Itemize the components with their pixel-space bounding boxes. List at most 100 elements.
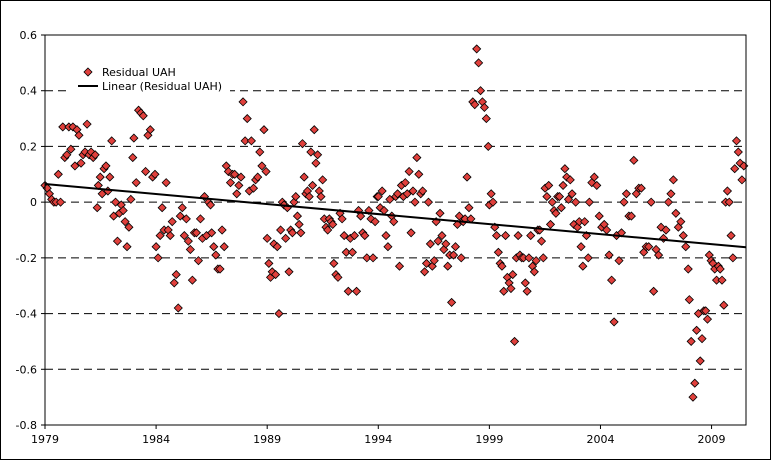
data-point bbox=[225, 178, 236, 188]
data-point bbox=[717, 275, 727, 285]
data-point bbox=[255, 147, 265, 157]
data-point bbox=[373, 192, 383, 202]
data-point bbox=[447, 297, 457, 307]
data-point bbox=[90, 150, 100, 160]
data-point bbox=[205, 200, 216, 210]
data-point bbox=[728, 253, 738, 263]
data-point bbox=[412, 153, 422, 163]
data-point bbox=[138, 111, 148, 121]
data-point bbox=[66, 144, 76, 154]
data-point bbox=[122, 242, 132, 252]
data-point bbox=[594, 211, 604, 221]
data-point bbox=[654, 250, 664, 260]
data-point bbox=[217, 225, 227, 235]
data-point bbox=[491, 231, 502, 241]
legend: Residual UAH Linear (Residual UAH) bbox=[70, 60, 230, 98]
data-point bbox=[719, 300, 729, 310]
data-point bbox=[580, 217, 590, 227]
data-point bbox=[565, 175, 575, 185]
data-point bbox=[267, 267, 277, 277]
x-tick-label: 1979 bbox=[31, 433, 59, 446]
data-point bbox=[230, 169, 240, 179]
data-point bbox=[242, 114, 252, 124]
data-point bbox=[323, 225, 333, 235]
data-point bbox=[506, 283, 516, 294]
data-point bbox=[181, 214, 191, 224]
data-point bbox=[284, 267, 294, 277]
data-points bbox=[40, 44, 749, 402]
data-point bbox=[236, 172, 246, 182]
data-point bbox=[177, 203, 187, 213]
data-point bbox=[209, 242, 219, 252]
data-point bbox=[385, 194, 395, 204]
data-point bbox=[554, 192, 565, 202]
data-point bbox=[497, 261, 507, 271]
y-tick-label: -0.2 bbox=[16, 252, 37, 265]
y-tick-label: 0.6 bbox=[20, 29, 38, 42]
data-point bbox=[349, 231, 360, 241]
data-point bbox=[493, 247, 503, 257]
data-point bbox=[341, 247, 351, 257]
data-point bbox=[423, 197, 434, 207]
data-point bbox=[187, 275, 197, 285]
data-point bbox=[393, 189, 403, 199]
data-point bbox=[151, 242, 161, 252]
data-point bbox=[215, 264, 225, 274]
data-point bbox=[607, 275, 617, 285]
data-point bbox=[636, 183, 646, 193]
data-point bbox=[304, 192, 314, 202]
data-point bbox=[389, 217, 399, 227]
data-point bbox=[76, 158, 86, 168]
data-point bbox=[678, 231, 688, 241]
data-point bbox=[526, 231, 536, 241]
data-point bbox=[155, 231, 165, 241]
data-point bbox=[609, 317, 619, 327]
data-point bbox=[475, 86, 486, 96]
data-point bbox=[292, 211, 303, 221]
data-point bbox=[558, 180, 568, 190]
data-point bbox=[435, 208, 445, 218]
data-point bbox=[211, 250, 221, 260]
data-point bbox=[695, 356, 705, 366]
data-point bbox=[576, 242, 586, 252]
data-point bbox=[481, 114, 491, 124]
data-point bbox=[715, 264, 725, 274]
data-point bbox=[513, 231, 523, 241]
data-point bbox=[681, 242, 691, 252]
data-point bbox=[470, 100, 480, 110]
data-point bbox=[193, 256, 203, 266]
data-point bbox=[238, 97, 248, 107]
data-point bbox=[443, 261, 453, 271]
data-point bbox=[195, 214, 206, 224]
data-point bbox=[153, 253, 163, 263]
data-point bbox=[542, 192, 552, 202]
data-point bbox=[684, 295, 694, 305]
data-point bbox=[626, 211, 636, 221]
data-point bbox=[377, 186, 387, 196]
data-point bbox=[406, 228, 416, 238]
data-point bbox=[536, 236, 547, 246]
y-tick-label: -0.6 bbox=[16, 363, 37, 376]
data-point bbox=[141, 166, 151, 177]
data-point bbox=[269, 239, 279, 249]
data-point bbox=[240, 136, 250, 146]
data-point bbox=[68, 122, 78, 132]
data-point bbox=[351, 286, 362, 296]
x-tick-label: 1989 bbox=[253, 433, 281, 446]
data-point bbox=[646, 197, 656, 207]
data-point bbox=[429, 256, 439, 266]
data-point bbox=[629, 155, 639, 165]
data-point bbox=[297, 139, 308, 149]
data-point bbox=[329, 258, 339, 268]
data-point bbox=[343, 286, 353, 296]
data-point bbox=[248, 183, 259, 193]
data-point bbox=[70, 161, 80, 171]
data-point bbox=[448, 250, 459, 260]
data-point bbox=[733, 147, 743, 157]
data-point bbox=[619, 197, 629, 207]
data-point bbox=[232, 189, 242, 199]
data-point bbox=[644, 242, 654, 252]
data-point bbox=[702, 314, 713, 324]
